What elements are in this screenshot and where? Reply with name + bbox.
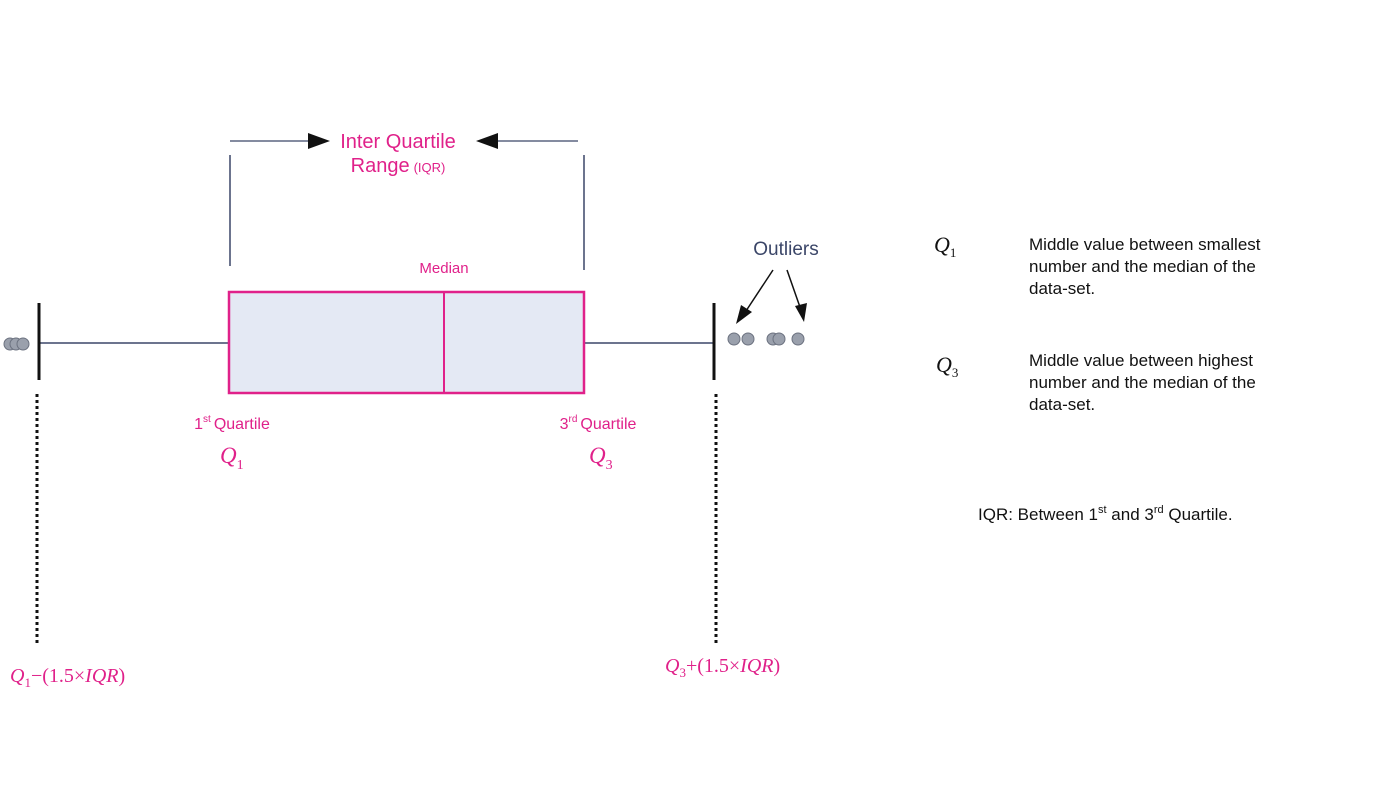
iqr-note-sup1: st <box>1098 504 1107 516</box>
upper-outliers <box>727 332 805 346</box>
outliers-arrow-left <box>743 269 774 315</box>
outlier-point <box>772 332 786 346</box>
outlier-point <box>741 332 755 346</box>
definition-q1-letter: Q <box>934 232 950 257</box>
q3-quartile-label: 3rd Quartile <box>560 414 637 433</box>
upper-fence-q: Q <box>665 655 680 677</box>
definition-q3: Q3 Middle value between highest number a… <box>936 351 1256 414</box>
iqr-right-arrowhead <box>476 133 498 149</box>
q1-symbol-letter: Q <box>220 443 237 468</box>
definition-q3-symbol: Q3 <box>936 352 958 380</box>
upper-fence-close: ) <box>774 655 781 677</box>
q3-symbol-subscript: 3 <box>606 458 613 473</box>
lower-fence-formula: Q1−(1.5×IQR) <box>10 665 125 690</box>
lower-fence-subscript: 1 <box>24 675 31 690</box>
q1-symbol-subscript: 1 <box>237 458 244 473</box>
q1-quartile-word: Quartile <box>214 416 270 433</box>
iqr-title-line1: Inter Quartile <box>340 131 456 153</box>
upper-fence-iqr: IQR <box>739 655 773 677</box>
definition-q3-letter: Q <box>936 352 952 377</box>
q3-ordinal: 3 <box>560 416 569 433</box>
definition-q3-line3: data-set. <box>1029 395 1095 414</box>
iqr-title-line2: Range (IQR) <box>351 155 446 177</box>
definition-q1: Q1 Middle value between smallest number … <box>934 232 1261 298</box>
outliers-label: Outliers <box>753 239 818 260</box>
lower-fence-close: ) <box>119 665 126 687</box>
iqr-note-sup2: rd <box>1154 504 1164 516</box>
iqr-note-prefix: IQR: Between 1 <box>978 505 1098 524</box>
iqr-left-arrowhead <box>308 133 330 149</box>
iqr-bracket: Inter Quartile Range (IQR) <box>229 131 585 270</box>
lower-fence-expression: −(1.5× <box>31 665 85 687</box>
iqr-note-suffix: Quartile. <box>1164 505 1233 524</box>
upper-fence-formula: Q3+(1.5×IQR) <box>665 655 780 680</box>
q1-ordinal-suffix: st <box>203 414 211 425</box>
q3-symbol-letter: Q <box>589 443 606 468</box>
outlier-point <box>791 332 805 346</box>
q1-symbol: Q1 <box>220 443 244 473</box>
definition-q3-subscript: 3 <box>952 365 959 380</box>
outlier-point <box>727 332 741 346</box>
iqr-range-word: Range <box>351 155 410 177</box>
outliers-arrow-right <box>786 269 802 311</box>
q1-quartile-label: 1st Quartile <box>194 414 270 433</box>
definition-q1-line3: data-set. <box>1029 279 1095 298</box>
iqr-note-middle: and 3 <box>1107 505 1154 524</box>
definition-q1-subscript: 1 <box>950 245 957 260</box>
q1-ordinal: 1 <box>194 416 203 433</box>
upper-fence-expression: +(1.5× <box>686 655 740 677</box>
iqr-abbrev: (IQR) <box>414 160 446 175</box>
definition-q1-line1: Middle value between smallest <box>1029 235 1261 254</box>
median-label: Median <box>419 260 468 277</box>
iqr-box <box>227 290 586 395</box>
definition-q3-line2: number and the median of the <box>1029 373 1256 392</box>
iqr-note: IQR: Between 1st and 3rd Quartile. <box>978 504 1233 524</box>
q3-ordinal-suffix: rd <box>568 414 577 425</box>
outliers-arrowhead-left <box>736 305 752 324</box>
definition-q1-line2: number and the median of the <box>1029 257 1256 276</box>
upper-fence-subscript: 3 <box>679 665 686 680</box>
q3-symbol: Q3 <box>589 443 613 473</box>
lower-outliers <box>3 337 30 351</box>
outliers-arrowhead-right <box>795 303 807 322</box>
definition-q1-symbol: Q1 <box>934 232 956 260</box>
lower-fence-iqr: IQR <box>84 665 118 687</box>
q3-quartile-word: Quartile <box>580 416 636 433</box>
definition-q3-line1: Middle value between highest <box>1029 351 1253 370</box>
outlier-point <box>16 337 30 351</box>
lower-fence-q: Q <box>10 665 25 687</box>
